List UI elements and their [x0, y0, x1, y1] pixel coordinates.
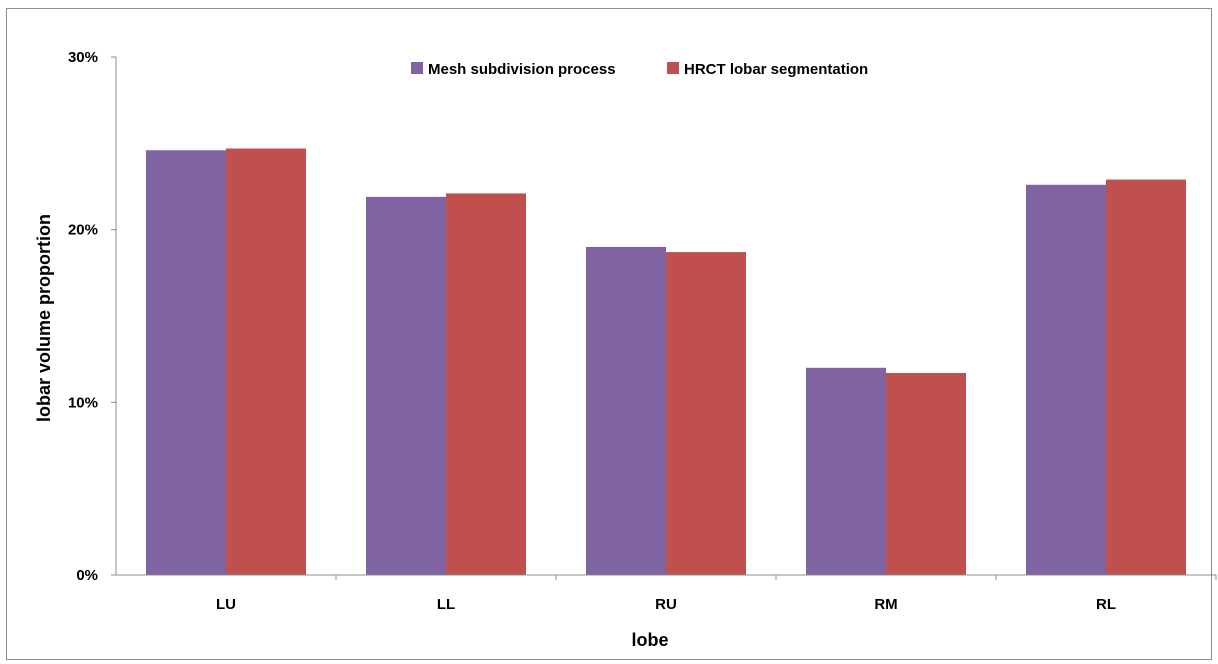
y-tick-label: 20%: [68, 222, 98, 239]
x-axis-ticks: LU LL RU RM RL: [216, 575, 1217, 613]
x-tick-label: LL: [437, 596, 455, 613]
bar-rm-series-2: [886, 372, 966, 575]
bar-lu-series-2: [226, 148, 306, 575]
bar-rl-series-2: [1106, 179, 1186, 576]
x-tick-label: LU: [216, 596, 236, 613]
bar-rm-series-1: [806, 367, 886, 575]
legend-label-series-1: Mesh subdivision process: [428, 61, 616, 78]
bar-ru-series-1: [586, 246, 666, 575]
y-tick-label: 30%: [68, 49, 98, 66]
x-tick-label: RM: [874, 596, 897, 613]
bar-ru-series-2: [666, 252, 746, 575]
y-axis-title: lobar volume proportion: [34, 214, 54, 422]
y-axis-ticks: 0% 10% 20% 30%: [68, 49, 116, 584]
legend-label-series-2: HRCT lobar segmentation: [684, 61, 868, 78]
legend-swatch-series-1: [411, 62, 423, 74]
y-tick-label: 0%: [76, 567, 98, 584]
x-axis-title: lobe: [631, 630, 668, 650]
legend: Mesh subdivision process HRCT lobar segme…: [411, 61, 868, 78]
bar-ll-series-1: [366, 196, 446, 576]
bar-lu-series-1: [146, 150, 226, 576]
legend-swatch-series-2: [667, 62, 679, 74]
bar-ll-series-2: [446, 193, 526, 575]
y-tick-label: 10%: [68, 394, 98, 411]
x-tick-label: RL: [1096, 596, 1116, 613]
bar-rl-series-1: [1026, 184, 1106, 576]
bars: [146, 148, 1186, 576]
x-tick-label: RU: [655, 596, 677, 613]
